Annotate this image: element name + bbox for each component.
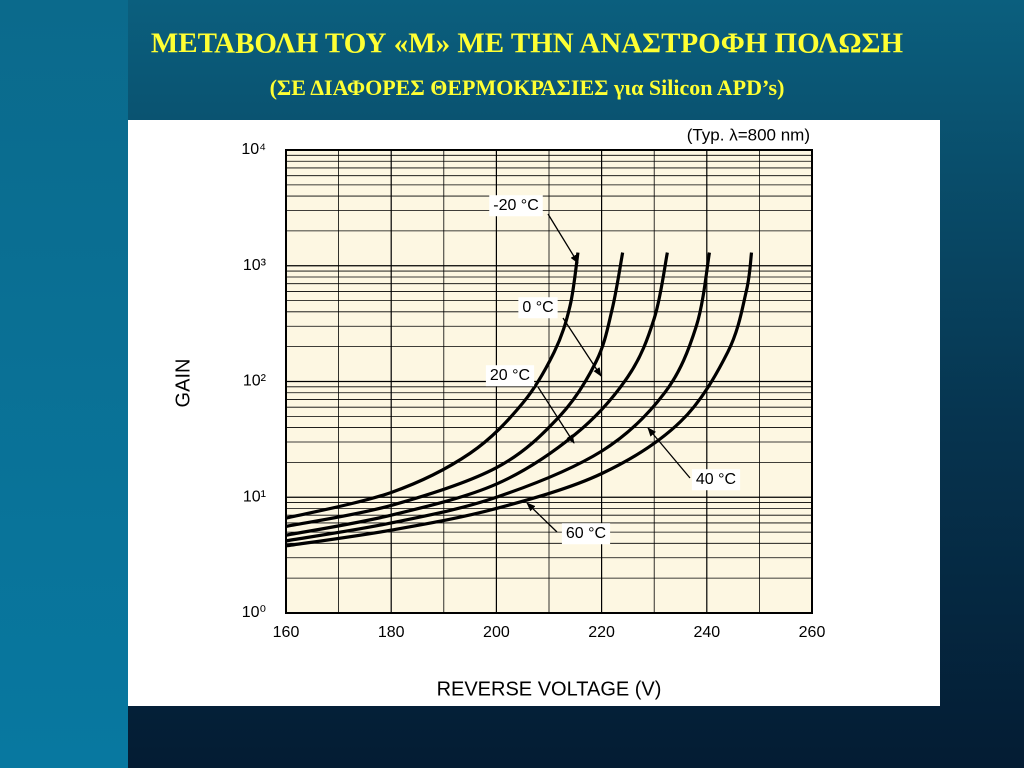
y-axis-label: GAIN (172, 359, 194, 408)
leader-line (526, 502, 558, 533)
series-label: 20 °C (490, 367, 530, 384)
annotation: (Typ. λ=800 nm) (687, 125, 810, 144)
leader-line (537, 386, 575, 444)
curve (285, 252, 669, 537)
curve (285, 252, 754, 548)
series-label-box (561, 523, 611, 545)
y-tick-label: 10⁰ (242, 604, 266, 621)
series-label: 60 °C (566, 525, 606, 542)
series-label-box (518, 297, 558, 319)
x-tick-label: 180 (378, 624, 405, 641)
series-label: 0 °C (522, 299, 553, 316)
y-tick-label: 10⁴ (241, 141, 266, 158)
series-label: 40 °C (696, 471, 736, 488)
x-tick-label: 260 (799, 624, 826, 641)
curve (285, 252, 580, 520)
y-tick-label: 10² (243, 373, 267, 390)
slide-title: ΜΕΤΑΒΟΛΗ ΤΟΥ «Μ» ΜΕ ΤΗΝ ΑΝΑΣΤΡΟΦΗ ΠΟΛΩΣΗ (151, 28, 904, 60)
x-axis-label: REVERSE VOLTAGE (V) (437, 678, 662, 700)
series-label-box (691, 469, 741, 491)
y-tick-label: 10³ (243, 257, 267, 274)
curve (285, 252, 625, 528)
leader-line (547, 213, 579, 264)
plot (285, 252, 754, 548)
slide-subtitle: (ΣΕ ΔΙΑΦΟΡΕΣ ΘΕΡΜΟΚΡΑΣΙΕΣ για Silicon AP… (270, 75, 785, 100)
y-tick-label: 10¹ (243, 488, 266, 505)
curve (285, 252, 712, 543)
series-label-box (485, 365, 535, 387)
x-tick-label: 240 (693, 624, 720, 641)
x-tick-label: 160 (273, 624, 300, 641)
x-tick-label: 220 (588, 624, 615, 641)
series-label-box (489, 195, 543, 217)
series-label: -20 °C (493, 197, 539, 214)
x-tick-label: 200 (483, 624, 510, 641)
side-band (0, 0, 128, 768)
plot-frame (285, 149, 813, 614)
leader-line (562, 317, 602, 377)
leader-line (647, 427, 691, 479)
